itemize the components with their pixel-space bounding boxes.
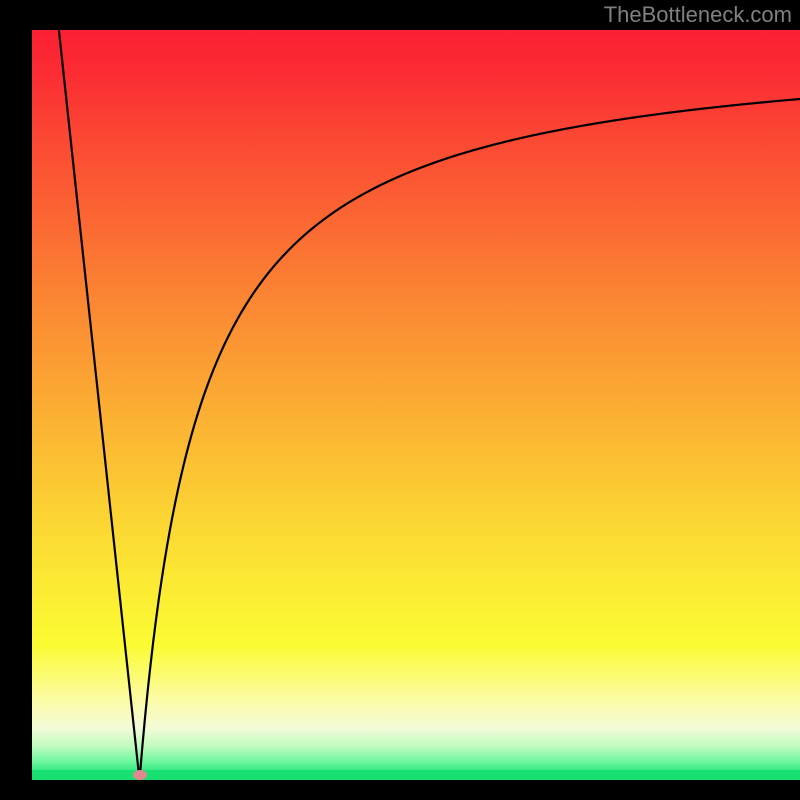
curve-right (140, 99, 800, 780)
watermark-text: TheBottleneck.com (604, 2, 792, 28)
curve-left (59, 30, 140, 780)
chart-container: TheBottleneck.com (0, 0, 800, 800)
curve-layer (32, 30, 800, 780)
minimum-marker (133, 770, 147, 780)
plot-area (32, 30, 800, 780)
plot-inner (32, 30, 800, 780)
